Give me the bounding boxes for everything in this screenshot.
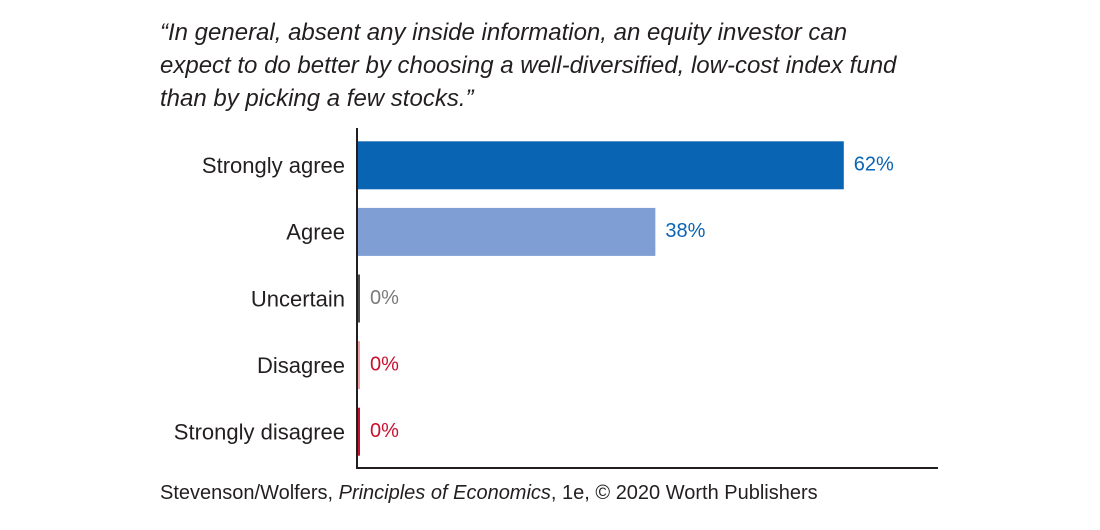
- source-part: Principles of Economics: [339, 482, 551, 504]
- source-part: Stevenson/Wolfers,: [160, 482, 339, 504]
- bar: [357, 341, 360, 390]
- value-label: 0%: [370, 420, 399, 442]
- y-tick-label: Disagree: [257, 353, 345, 378]
- bar: [357, 274, 360, 323]
- value-label: 0%: [370, 287, 399, 309]
- y-tick-label: Uncertain: [251, 286, 345, 311]
- bar: [357, 141, 844, 190]
- value-label: 62%: [854, 154, 894, 176]
- bar: [357, 407, 360, 456]
- y-tick-label: Agree: [286, 220, 345, 245]
- value-label: 0%: [370, 353, 399, 375]
- bar: [357, 207, 656, 256]
- chart-title: “In general, absent any inside informati…: [160, 19, 897, 112]
- source-part: , 1e, © 2020 Worth Publishers: [551, 482, 818, 504]
- value-label: 38%: [665, 220, 705, 242]
- y-tick-label: Strongly disagree: [174, 420, 345, 445]
- y-tick-label: Strongly agree: [202, 153, 345, 178]
- source: Stevenson/Wolfers, Principles of Economi…: [160, 482, 818, 504]
